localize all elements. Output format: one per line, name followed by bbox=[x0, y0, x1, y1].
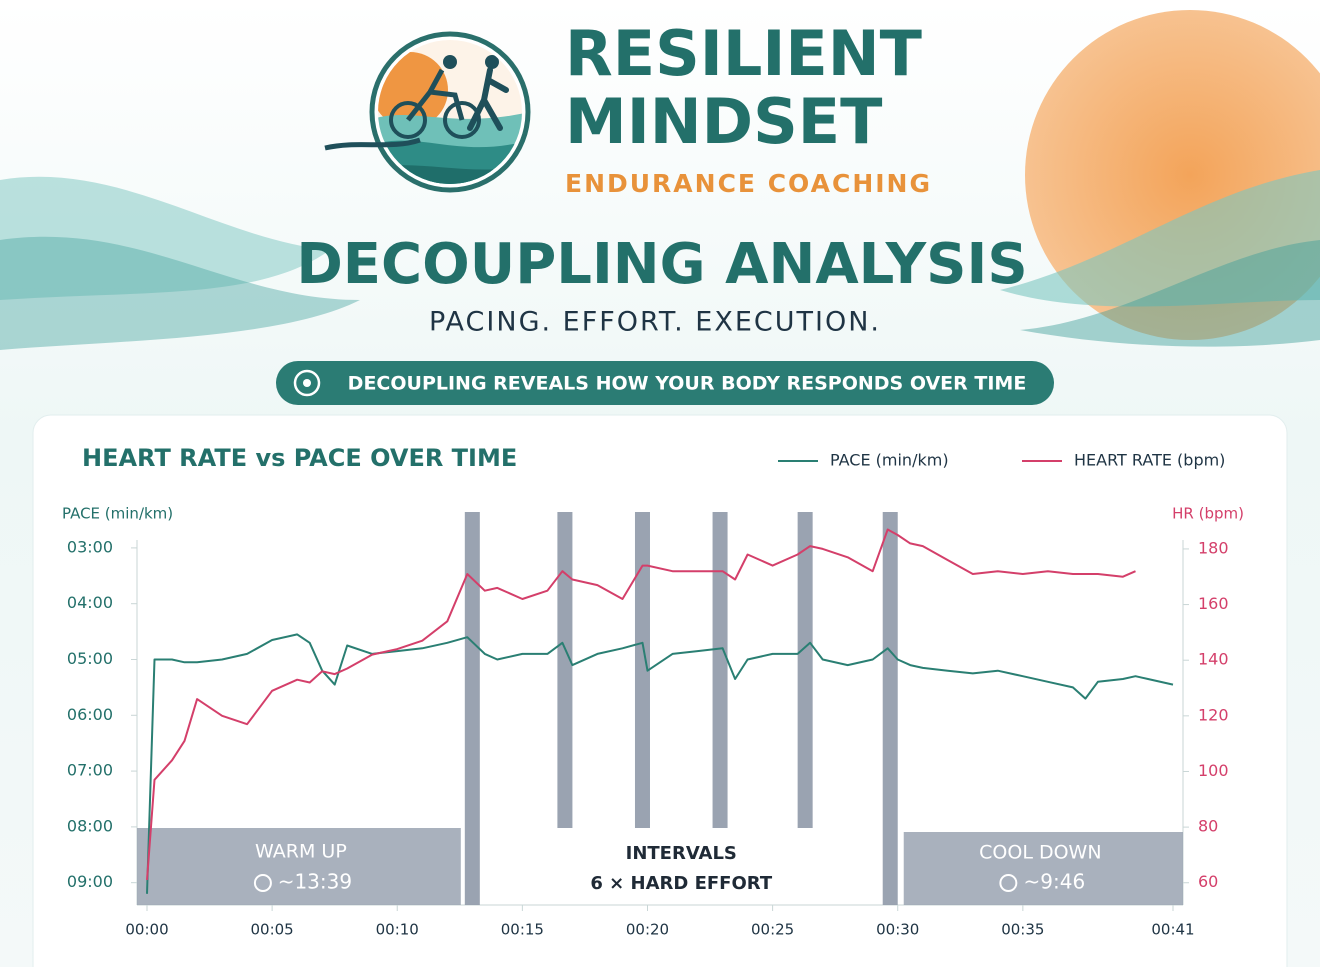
y2-tick-label: 100 bbox=[1198, 761, 1229, 780]
page-title: DECOUPLING ANALYSIS bbox=[296, 232, 1027, 297]
interval-band bbox=[634, 512, 650, 828]
y-tick-label: 06:00 bbox=[67, 705, 113, 724]
x-tick-label: 00:15 bbox=[501, 921, 544, 939]
annotation: COOL DOWN bbox=[979, 842, 1101, 864]
annotation: WARM UP bbox=[255, 841, 347, 863]
interval-band bbox=[797, 512, 813, 828]
plot: 03:00 04:00 05:00 06:00 07:00 08:00 09:00 60 80 1… bbox=[67, 451, 1229, 939]
y-tick-label: 05:00 bbox=[67, 649, 113, 668]
y2-axis-label: HR (bpm) bbox=[1172, 505, 1244, 523]
x-tick-label: 00:10 bbox=[376, 921, 419, 939]
y-tick-label: 09:00 bbox=[67, 872, 113, 891]
x-tick-label: 00:35 bbox=[1001, 921, 1044, 939]
interval-band bbox=[882, 512, 898, 905]
legend-label: HEART RATE (bpm) bbox=[1074, 451, 1225, 470]
y-tick-label: 08:00 bbox=[67, 816, 113, 835]
y2-tick-label: 60 bbox=[1198, 872, 1218, 891]
interval-band bbox=[557, 512, 573, 828]
x-tick-label: 00:00 bbox=[125, 921, 168, 939]
y2-tick-label: 180 bbox=[1198, 538, 1229, 557]
chart-title: HEART RATE vs PACE OVER TIME bbox=[82, 444, 517, 472]
y-tick-label: 03:00 bbox=[67, 537, 113, 556]
y-tick-label: 07:00 bbox=[67, 761, 113, 780]
y2-tick-label: 80 bbox=[1198, 817, 1218, 836]
x-tick-label: 00:41 bbox=[1151, 921, 1194, 939]
banner-icon bbox=[303, 379, 311, 387]
cool-down-box bbox=[903, 832, 1183, 905]
x-tick-label: 00:25 bbox=[751, 921, 794, 939]
y-tick-label: 04:00 bbox=[67, 593, 113, 612]
y2-tick-label: 120 bbox=[1198, 705, 1229, 724]
y2-tick-label: 140 bbox=[1198, 650, 1229, 669]
annotation: ~9:46 bbox=[1024, 870, 1086, 894]
warm-up-box bbox=[137, 828, 461, 905]
y2-tick-label: 160 bbox=[1198, 594, 1229, 613]
wave bbox=[0, 236, 360, 350]
x-tick-label: 00:05 bbox=[251, 921, 294, 939]
brand-tagline: ENDURANCE COACHING bbox=[565, 169, 932, 198]
wave bbox=[1020, 240, 1320, 347]
annotation: ~13:39 bbox=[278, 870, 352, 894]
series-line bbox=[146, 528, 1136, 881]
legend-label: PACE (min/km) bbox=[830, 451, 949, 470]
brand-line: MINDSET bbox=[565, 85, 882, 158]
x-tick-label: 00:20 bbox=[626, 921, 669, 939]
annotation: 6 × HARD EFFORT bbox=[590, 873, 772, 894]
banner bbox=[276, 361, 1054, 405]
page-subtitle: PACING. EFFORT. EXECUTION. bbox=[429, 307, 881, 338]
banner-icon bbox=[293, 369, 321, 397]
series-line bbox=[146, 633, 1174, 894]
stopwatch-icon bbox=[253, 874, 272, 892]
brand-line: RESILIENT bbox=[565, 17, 922, 90]
y-axis-label: PACE (min/km) bbox=[62, 505, 173, 523]
interval-band bbox=[712, 512, 728, 828]
wave bbox=[1000, 170, 1320, 307]
wave bbox=[0, 176, 330, 300]
banner-text: DECOUPLING REVEALS HOW YOUR BODY RESPOND… bbox=[348, 373, 1027, 395]
annotation: INTERVALS bbox=[626, 843, 737, 864]
interval-band bbox=[464, 512, 480, 905]
stopwatch-icon bbox=[999, 874, 1018, 892]
logo bbox=[324, 31, 531, 193]
x-tick-label: 00:30 bbox=[876, 921, 919, 939]
